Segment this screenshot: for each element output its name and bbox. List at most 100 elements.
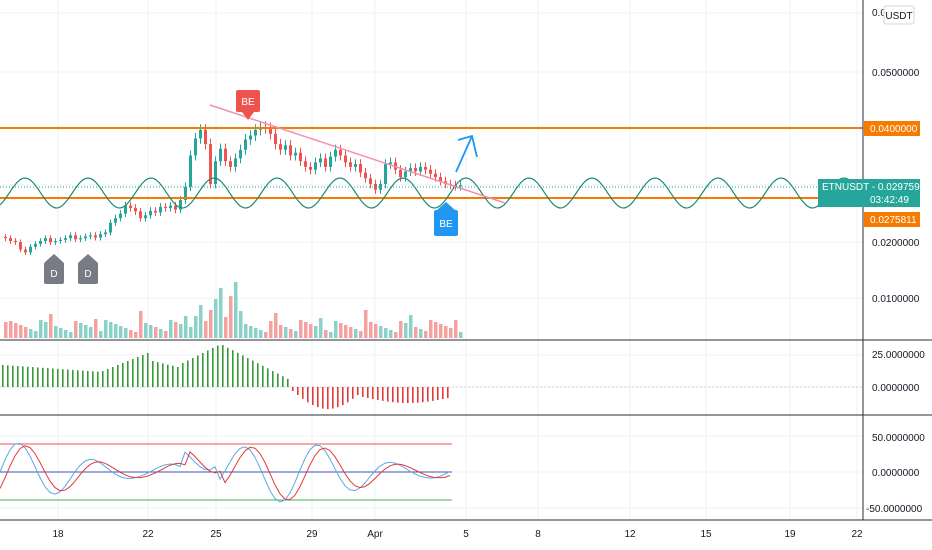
histogram-bar	[47, 368, 49, 387]
volume-bar	[74, 321, 78, 338]
date-axis[interactable]: 18 22 25 29 Apr 5 8 12 15 19 22	[52, 529, 863, 540]
histogram-bar	[442, 387, 444, 400]
histogram-bar	[137, 357, 139, 387]
volume-bar	[329, 332, 333, 338]
symbol-price-badge[interactable]: ETNUSDT - 0.0297591 03:42:49	[818, 179, 926, 207]
histogram-bar	[227, 347, 229, 387]
candle-body	[339, 149, 342, 156]
descending-trendline[interactable]	[209, 104, 506, 204]
candle-body	[249, 135, 252, 140]
volume-bar	[414, 327, 418, 338]
candle-body	[379, 184, 382, 190]
date-label: 8	[535, 529, 541, 540]
resistance-price-badge: 0.0400000	[864, 121, 920, 136]
candle-body	[4, 236, 7, 239]
candle-body	[214, 161, 217, 184]
histogram-bar	[427, 387, 429, 402]
volume-bar	[44, 322, 48, 338]
d-marker-2[interactable]: D	[78, 254, 98, 284]
histogram-bar	[402, 387, 404, 403]
histogram-bar	[167, 364, 169, 387]
volume-bar	[264, 332, 268, 338]
date-label: 22	[851, 529, 863, 540]
histogram-bar	[432, 387, 434, 401]
volume-bar	[349, 327, 353, 338]
histogram-bar	[407, 387, 409, 403]
candle-body	[274, 133, 277, 145]
volume-bar	[124, 328, 128, 338]
svg-text:ETNUSDT - 0.0297591: ETNUSDT - 0.0297591	[822, 182, 926, 193]
cycle-wave[interactable]	[0, 177, 861, 209]
histogram-bar	[192, 358, 194, 387]
histogram-bar	[112, 367, 114, 387]
volume-bar	[64, 330, 68, 338]
volume-bar	[39, 320, 43, 338]
volume-bar	[29, 329, 33, 338]
candle-body	[389, 162, 392, 165]
volume-bar	[404, 323, 408, 338]
histogram-bar	[342, 387, 344, 406]
candle-body	[399, 169, 402, 178]
volume-bar	[209, 310, 213, 338]
histogram-bar	[302, 387, 304, 399]
volume-bar	[84, 325, 88, 338]
candle-body	[99, 234, 102, 238]
histogram-bar	[422, 387, 424, 403]
candle-body	[89, 235, 92, 237]
volume-bar	[9, 321, 13, 338]
candle-body	[14, 241, 17, 243]
candle-body	[279, 144, 282, 150]
candle-body	[434, 173, 437, 178]
volume-bar	[169, 320, 173, 338]
volume-bar	[379, 326, 383, 338]
stoch-d-line	[0, 445, 451, 501]
histogram-bar	[237, 352, 239, 387]
volume-bar	[299, 320, 303, 338]
histogram-bar	[357, 387, 359, 396]
histogram-bar	[392, 387, 394, 403]
up-arrow-icon[interactable]	[455, 134, 478, 173]
volume-bar	[254, 328, 258, 338]
histogram-bar	[267, 368, 269, 387]
volume-bar	[144, 323, 148, 338]
volume-bar	[244, 324, 248, 338]
volume-bar	[429, 320, 433, 338]
currency-button[interactable]: USDT	[883, 5, 915, 25]
candle-body	[79, 238, 82, 240]
volume-bars	[4, 282, 463, 338]
be-sell-marker[interactable]: BE	[236, 90, 260, 120]
volume-bar	[339, 323, 343, 338]
volume-bar	[309, 324, 313, 338]
volume-bar	[99, 331, 103, 338]
candle-body	[329, 156, 332, 167]
candle-body	[64, 238, 67, 240]
svg-text:D: D	[50, 269, 57, 280]
volume-bar	[194, 316, 198, 338]
volume-bar	[359, 331, 363, 338]
candle-body	[319, 158, 322, 163]
histogram-bar	[287, 378, 289, 387]
histogram-bar	[332, 387, 334, 409]
histogram-bar	[212, 348, 214, 387]
volume-bar	[4, 322, 8, 338]
osc2-label-50: 50.0000000	[872, 433, 925, 444]
date-label: 22	[142, 529, 154, 540]
volume-bar	[49, 314, 53, 338]
histogram-bar	[157, 362, 159, 387]
candle-body	[84, 236, 87, 239]
histogram-bar	[352, 387, 354, 399]
candle-body	[144, 215, 147, 219]
d-marker-1[interactable]: D	[44, 254, 64, 284]
candle-body	[59, 239, 62, 241]
osc2-label-0: 0.0000000	[872, 468, 920, 479]
histogram-bar	[42, 367, 44, 387]
be-buy-marker[interactable]: BE	[434, 202, 458, 236]
histogram-bar	[387, 387, 389, 402]
candle-body	[414, 168, 417, 172]
histogram-bar	[197, 355, 199, 387]
candle-body	[199, 129, 202, 139]
candle-body	[304, 161, 307, 167]
volume-bar	[389, 330, 393, 338]
candle-body	[209, 144, 212, 184]
